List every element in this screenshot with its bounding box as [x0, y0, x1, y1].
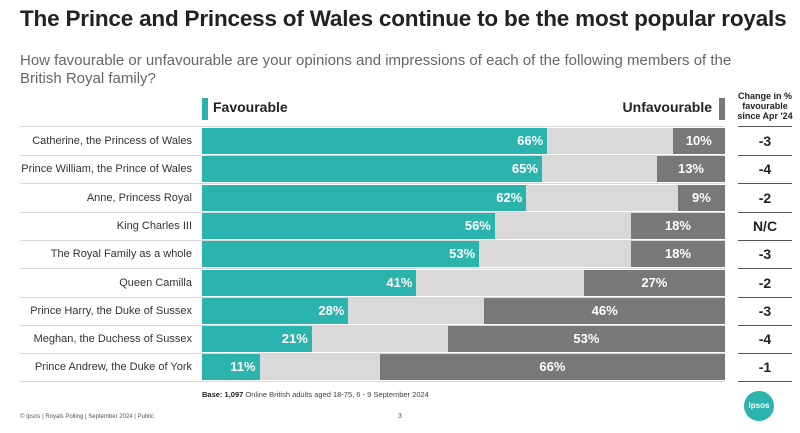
category-label: Prince Andrew, the Duke of York: [34, 361, 192, 374]
unfavourable-bar: [657, 156, 725, 183]
row-divider: [20, 268, 725, 270]
neutral-bar: [494, 212, 631, 239]
base-note: Base: 1,097 Online British adults aged 1…: [202, 390, 429, 399]
neutral-bar: [416, 269, 584, 296]
favourable-bar: [202, 297, 349, 324]
row-divider: [20, 126, 725, 127]
legend-unfavourable-label: Unfavourable: [622, 99, 712, 115]
change-value: -3: [758, 133, 772, 149]
footer-text: © Ipsos | Royals Polling | September 202…: [20, 414, 154, 420]
neutral-bar: [259, 354, 380, 381]
change-divider: [738, 353, 792, 355]
favourable-bar: [202, 212, 495, 239]
chart-subtitle: How favourable or unfavourable are your …: [20, 52, 732, 87]
row-divider: [20, 353, 725, 355]
favourable-value-label: 62%: [496, 189, 523, 205]
change-divider: [738, 324, 792, 326]
change-divider: [738, 183, 792, 185]
unfavourable-bar: [447, 326, 725, 353]
row-divider: [20, 183, 725, 185]
change-divider: [738, 268, 792, 270]
legend-unfavourable-swatch: [719, 98, 725, 120]
category-label: Anne, Princess Royal: [86, 191, 192, 204]
row-divider: [20, 155, 725, 156]
neutral-bar: [479, 241, 631, 268]
favourable-bar: [202, 184, 527, 211]
change-value: N/C: [752, 217, 778, 234]
change-value: -2: [758, 274, 772, 291]
category-label: Prince William, the Prince of Wales: [21, 163, 192, 176]
unfavourable-bar: [484, 297, 725, 324]
change-value: -2: [758, 189, 772, 206]
change-value: -3: [758, 246, 772, 263]
base-note-count: 1,097: [224, 390, 244, 399]
favourable-bar: [202, 156, 542, 183]
unfavourable-bar: [583, 269, 725, 296]
unfavourable-value-label: 27%: [641, 274, 668, 290]
change-value: -3: [758, 302, 772, 319]
change-divider: [738, 296, 792, 298]
change-divider: [738, 381, 792, 383]
category-label: Catherine, the Princess of Wales: [32, 135, 192, 147]
ipsos-logo: Ipsos: [744, 391, 774, 421]
neutral-bar: [311, 326, 448, 353]
legend-favourable-label: Favourable: [213, 99, 288, 115]
unfavourable-bar: [379, 354, 725, 381]
category-label: Meghan, the Duchess of Sussex: [33, 333, 192, 346]
unfavourable-value-label: 46%: [591, 302, 618, 318]
unfavourable-value-label: 53%: [573, 331, 600, 347]
favourable-bar: [202, 241, 480, 268]
unfavourable-value-label: 18%: [664, 217, 691, 233]
unfavourable-bar: [630, 241, 725, 268]
favourable-value-label: 41%: [386, 274, 413, 290]
neutral-bar: [526, 184, 678, 211]
unfavourable-value-label: 18%: [664, 246, 691, 262]
unfavourable-value-label: 13%: [677, 161, 704, 177]
row-divider: [20, 296, 725, 298]
neutral-bar: [541, 156, 657, 183]
page-title: The Prince and Princess of Wales continu…: [20, 6, 787, 31]
unfavourable-bar: [630, 212, 725, 239]
change-column-header: Change in % favourable since Apr '24: [737, 91, 793, 121]
row-divider: [20, 381, 725, 383]
unfavourable-value-label: 10%: [685, 133, 712, 148]
row-divider: [20, 211, 725, 213]
change-value: -1: [758, 359, 772, 376]
unfavourable-bar: [672, 128, 725, 154]
change-divider: [738, 239, 792, 241]
row-divider: [20, 239, 725, 241]
favourable-bar: [202, 326, 312, 353]
unfavourable-value-label: 9%: [692, 189, 711, 205]
favourable-value-label: 21%: [281, 331, 308, 347]
favourable-bar: [202, 354, 260, 381]
category-label: Prince Harry, the Duke of Sussex: [30, 304, 192, 317]
favourable-value-label: 56%: [464, 217, 491, 233]
favourable-value-label: 28%: [318, 302, 345, 318]
unfavourable-bar: [677, 184, 725, 211]
page-number: 3: [398, 413, 402, 420]
legend-favourable-swatch: [202, 98, 208, 120]
change-divider: [738, 126, 792, 127]
category-label: Queen Camilla: [119, 276, 192, 289]
base-note-text: Online British adults aged 18-75, 6 - 9 …: [245, 390, 429, 399]
favourable-value-label: 65%: [511, 161, 538, 177]
favourable-value-label: 11%: [230, 359, 256, 375]
row-divider: [20, 324, 725, 326]
favourable-value-label: 53%: [449, 246, 476, 262]
neutral-bar: [348, 297, 485, 324]
unfavourable-value-label: 66%: [539, 359, 566, 375]
favourable-bar: [202, 128, 548, 154]
base-note-label: Base:: [202, 390, 223, 399]
change-value: -4: [758, 331, 772, 348]
change-value: -4: [758, 161, 772, 178]
change-divider: [738, 155, 792, 156]
neutral-bar: [547, 128, 673, 154]
category-label: King Charles III: [116, 219, 192, 232]
favourable-bar: [202, 269, 417, 296]
change-divider: [738, 211, 792, 213]
favourable-value-label: 66%: [517, 133, 544, 148]
category-label: The Royal Family as a whole: [50, 248, 192, 261]
